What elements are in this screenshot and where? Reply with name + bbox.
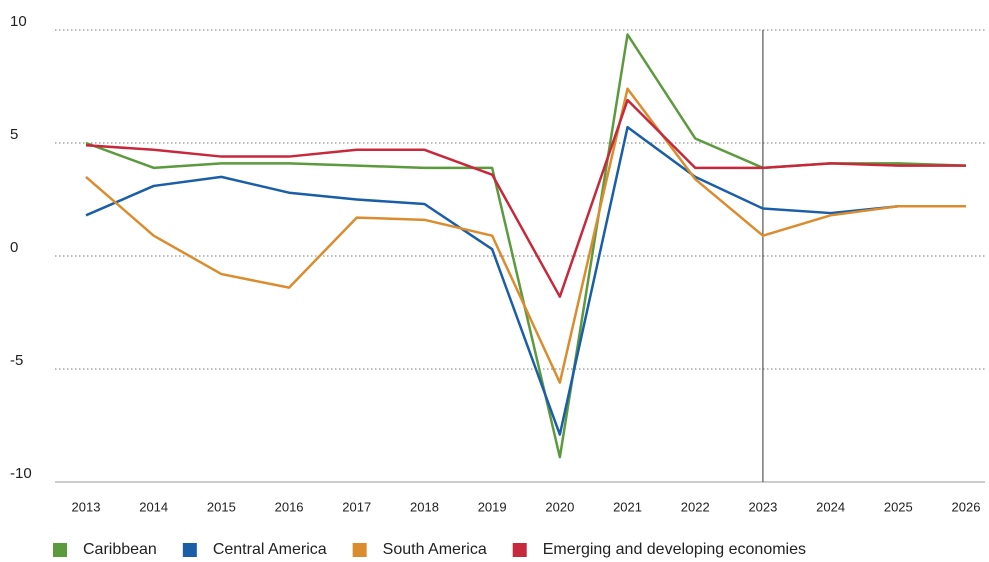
- series-line: [85, 125, 966, 436]
- legend-swatch: [182, 543, 197, 557]
- x-tick-label: 2017: [342, 499, 371, 514]
- y-tick-label: -5: [10, 352, 23, 369]
- x-tick-label: 2015: [207, 499, 236, 514]
- legend-label: Emerging and developing economies: [543, 541, 806, 558]
- y-tick-label: 10: [10, 13, 27, 30]
- x-tick-label: 2021: [613, 499, 642, 514]
- legend-label: South America: [383, 541, 487, 558]
- legend-swatch: [53, 543, 67, 557]
- x-tick-label: 2018: [410, 499, 439, 514]
- series-line: [85, 87, 966, 384]
- legend-label: Caribbean: [83, 541, 157, 558]
- series-line: [85, 33, 967, 459]
- x-tick-label: 2026: [952, 499, 981, 514]
- x-tick-label: 2023: [748, 499, 777, 514]
- legend-label: Central America: [213, 541, 327, 558]
- x-tick-label: 2020: [545, 499, 574, 514]
- x-tick-label: 2022: [681, 499, 710, 514]
- x-tick-label: 2013: [72, 499, 101, 514]
- y-tick-label: 5: [10, 126, 18, 143]
- y-tick-label: -10: [10, 465, 32, 482]
- x-tick-label: 2024: [816, 499, 845, 514]
- x-tick-label: 2014: [139, 499, 168, 514]
- y-tick-label: 0: [10, 239, 18, 256]
- legend-swatch: [352, 543, 367, 557]
- x-tick-label: 2016: [275, 499, 304, 514]
- legend-swatch: [512, 543, 527, 557]
- series-line: [85, 98, 966, 298]
- x-tick-label: 2025: [884, 499, 913, 514]
- x-tick-label: 2019: [478, 499, 507, 514]
